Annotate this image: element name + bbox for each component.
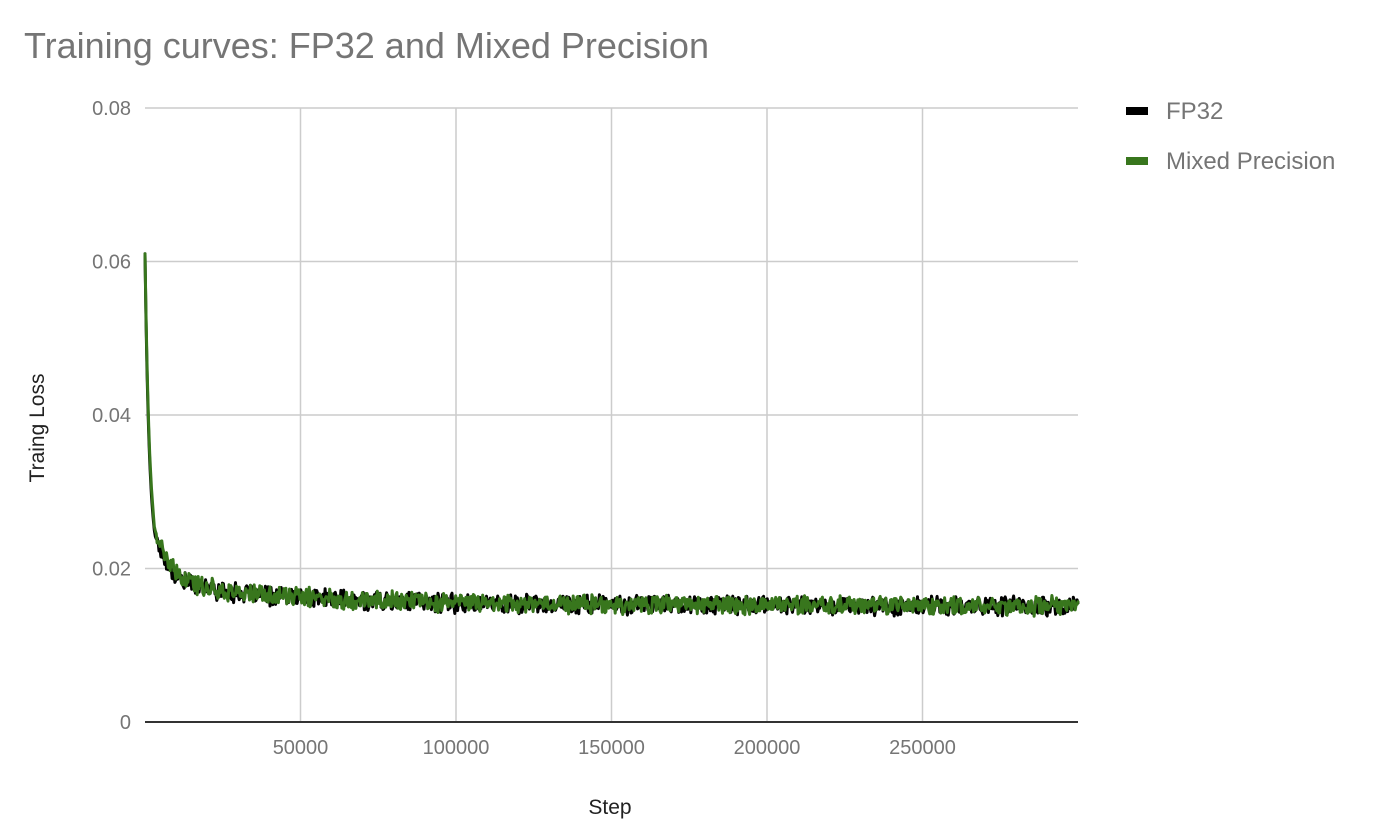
x-tick-label: 250000 xyxy=(889,737,956,759)
legend-label: FP32 xyxy=(1166,98,1223,125)
y-tick-label: 0.06 xyxy=(92,252,131,274)
tick-labels: 0 0.02 0.04 0.06 0.08 50000 100000 150000 200000… xyxy=(92,98,956,759)
y-axis-label: Traing Loss xyxy=(26,374,49,483)
x-tick-label: 100000 xyxy=(423,737,490,759)
grid xyxy=(145,107,1078,723)
y-tick-label: 0.04 xyxy=(92,405,131,427)
x-tick-label: 200000 xyxy=(734,737,801,759)
y-tick-label: 0.02 xyxy=(92,559,131,581)
legend-swatch xyxy=(1126,107,1148,115)
x-axis-label: Step xyxy=(588,796,631,819)
legend: FP32 Mixed Precision xyxy=(1126,98,1335,175)
legend-swatch xyxy=(1126,157,1148,165)
y-tick-label: 0 xyxy=(120,712,131,734)
series-lines xyxy=(143,252,1080,618)
chart-title: Training curves: FP32 and Mixed Precisio… xyxy=(24,25,709,66)
x-tick-label: 50000 xyxy=(273,737,329,759)
x-tick-label: 150000 xyxy=(578,737,645,759)
legend-label: Mixed Precision xyxy=(1166,148,1335,175)
y-tick-label: 0.08 xyxy=(92,98,131,120)
series-line-mixed-precision xyxy=(143,252,1080,618)
